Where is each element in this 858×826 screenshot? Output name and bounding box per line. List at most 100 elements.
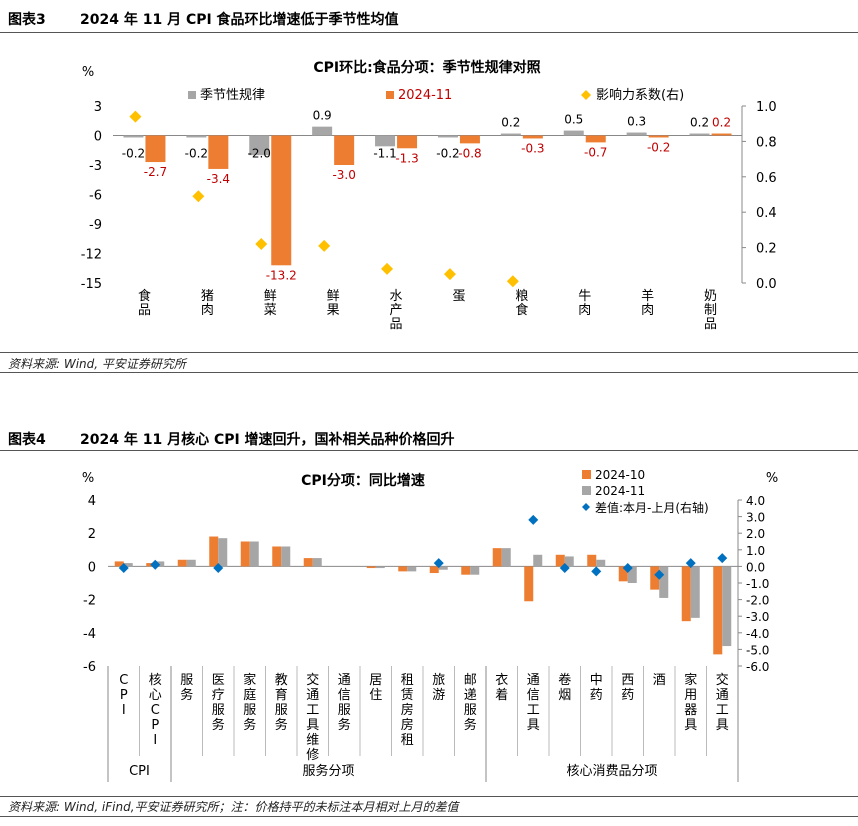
chart1-bar-seasonal <box>375 135 396 147</box>
figure4-bottom-rule <box>0 796 858 797</box>
chart1-bar-nov <box>585 135 606 143</box>
chart1-x-label: 水 <box>390 289 403 304</box>
chart2-x-label: 药 <box>590 688 603 703</box>
chart1-bar-nov <box>334 135 355 165</box>
chart1-label-nov: -3.4 <box>207 172 230 186</box>
chart2-x-label: 居 <box>369 673 382 688</box>
chart1-x-label: 肉 <box>641 303 654 318</box>
chart1-label-seasonal: -1.1 <box>373 147 396 161</box>
chart1-label-seasonal: -0.2 <box>436 147 459 161</box>
chart1-x-label: 产 <box>390 303 403 318</box>
chart2-bar-nov <box>596 559 606 567</box>
chart2-bar-oct <box>461 566 471 575</box>
chart1-x-label: 奶 <box>704 289 717 304</box>
chart2-bar-oct <box>587 554 597 567</box>
chart2-bar-oct <box>492 548 502 567</box>
chart2-x-label: P <box>120 688 128 703</box>
chart2-y-right-tick: -1.0 <box>746 577 769 591</box>
chart2-x-label: 通 <box>527 673 540 688</box>
chart2-bar-oct <box>618 566 628 582</box>
chart2-x-label: 西 <box>621 673 634 688</box>
chart2-point-diff <box>685 558 696 569</box>
chart2-x-label: 家 <box>684 672 697 688</box>
chart1-point-coef <box>506 275 519 288</box>
chart1-y-right-tick: 0.8 <box>756 135 777 150</box>
chart2-x-label: 交 <box>306 672 319 688</box>
chart1-bar-nov <box>459 135 480 144</box>
chart2-bar-nov <box>375 566 385 569</box>
chart2-bar-oct <box>713 566 723 655</box>
chart1-label-seasonal: 0.2 <box>690 116 709 130</box>
chart2-y-right-tick: -3.0 <box>746 610 769 624</box>
chart1-legend-coef-swatch <box>581 90 591 100</box>
chart2-x-label: 赁 <box>401 688 414 703</box>
chart1-point-coef <box>129 110 142 123</box>
chart2-y-left-tick: 0 <box>88 560 96 575</box>
chart2-y-right-tick: -6.0 <box>746 660 769 674</box>
chart1-label-seasonal: 0.9 <box>313 109 332 123</box>
figure3-bottom-rule <box>0 352 858 353</box>
figure3-source: 资料来源: Wind, 平安证券研究所 <box>8 357 186 371</box>
chart1-bar-nov <box>648 135 669 138</box>
chart1-x-label: 鲜 <box>327 289 340 304</box>
chart2-x-label: 具 <box>716 718 729 733</box>
chart1-legend-nov: 2024-11 <box>398 88 452 103</box>
chart2-x-label: 租 <box>401 673 414 688</box>
chart2-y-right-tick: 0.0 <box>746 560 765 574</box>
chart1-point-coef <box>443 268 456 281</box>
chart2-point-diff <box>118 563 129 574</box>
chart2-x-label: 药 <box>621 688 634 703</box>
chart2-bar-nov <box>501 548 511 567</box>
chart2-x-label: C <box>119 673 128 688</box>
chart2-x-label: 育 <box>275 687 288 703</box>
chart2-point-diff <box>654 569 665 580</box>
chart2-x-label: C <box>151 703 160 718</box>
chart1-x-label: 品 <box>704 317 717 332</box>
chart2-x-label: 庭 <box>243 687 256 703</box>
chart1-x-label: 粮 <box>515 289 528 304</box>
chart1-x-label: 肉 <box>201 303 214 318</box>
chart1-y-left-tick: -9 <box>89 218 102 233</box>
chart1-label-seasonal: 0.5 <box>564 113 583 127</box>
chart2-x-label: 教 <box>275 672 288 688</box>
chart2-bar-nov <box>249 541 259 567</box>
chart2-x-label: 工 <box>306 703 319 718</box>
chart2-bar-oct <box>555 554 565 567</box>
chart2-y-right-tick: 2.0 <box>746 527 765 541</box>
chart2-bar-nov <box>533 554 543 567</box>
chart1-x-label: 蛋 <box>452 289 465 304</box>
chart2-x-label: 住 <box>369 688 382 703</box>
chart2-x-label: 房 <box>401 702 414 718</box>
chart1-y-right-tick: 1.0 <box>756 100 777 115</box>
chart2-group-label: 核心消费品分项 <box>566 764 657 779</box>
chart2-bar-oct <box>114 561 124 567</box>
chart2-x-label: 邮 <box>464 673 477 688</box>
chart1-title: CPI环比:食品分项：季节性规律对照 <box>313 59 540 76</box>
chart1-y-right-tick: 0.0 <box>756 277 777 292</box>
chart1-label-seasonal: -2.0 <box>248 147 271 161</box>
chart1-label-nov: -1.3 <box>395 151 418 165</box>
chart2-x-label: I <box>122 703 126 718</box>
chart2-point-diff <box>717 553 728 564</box>
chart1-y-left-tick: 3 <box>94 100 102 115</box>
chart2-x-label: 疗 <box>212 688 225 703</box>
chart2-x-label: 医 <box>212 673 225 688</box>
chart2-y-right-tick: 3.0 <box>746 511 765 525</box>
chart2-x-label: 服 <box>464 703 477 718</box>
chart2-x-label: 递 <box>464 688 477 703</box>
chart2-x-label: 通 <box>306 688 319 703</box>
chart2-x-label: 工 <box>716 703 729 718</box>
figure3-label: 图表3 <box>8 12 46 28</box>
chart1-label-nov: -13.2 <box>266 268 297 282</box>
chart2-group-label: CPI <box>129 764 150 779</box>
chart2-legend-oct: 2024-10 <box>595 468 645 482</box>
chart1-bar-nov <box>208 135 229 169</box>
figure3-source-rule <box>0 372 858 373</box>
figure4-label: 图表4 <box>8 432 46 448</box>
chart1-x-label: 鲜 <box>264 289 277 304</box>
chart2-x-label: 修 <box>306 748 319 763</box>
chart1-y-left-tick: -12 <box>81 248 102 263</box>
chart1-bar-seasonal <box>626 132 647 136</box>
chart1-label-nov: -3.0 <box>332 168 355 182</box>
chart1-bar-nov <box>522 135 543 139</box>
